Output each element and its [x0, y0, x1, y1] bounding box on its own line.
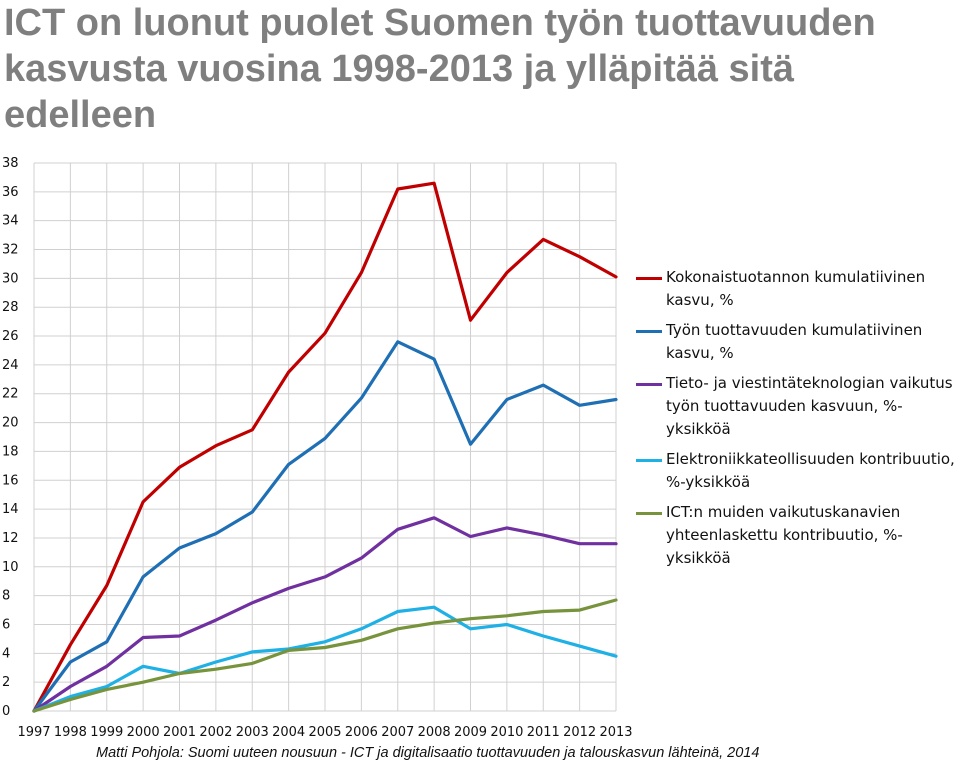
y-tick-label: 30: [2, 271, 19, 286]
legend-swatch: [636, 330, 662, 333]
series-line: [32, 605, 618, 713]
x-tick-label: 2000: [127, 725, 160, 740]
y-tick-label: 24: [2, 358, 19, 373]
x-tick-label: 2011: [527, 725, 560, 740]
series-line: [32, 181, 618, 713]
y-tick-label: 34: [2, 214, 19, 229]
x-tick-label: 2006: [345, 725, 378, 740]
x-tick-label: 2007: [381, 725, 414, 740]
x-tick-label: 2002: [199, 725, 232, 740]
x-tick-label: 2009: [454, 725, 487, 740]
legend-swatch: [636, 383, 662, 386]
y-tick-label: 0: [2, 704, 10, 719]
title-line-2: kasvusta vuosina 1998-2013 ja ylläpitää …: [4, 48, 795, 90]
y-tick-label: 8: [2, 589, 10, 604]
title-line-1: ICT on luonut puolet Suomen työn tuottav…: [4, 2, 876, 44]
y-tick-label: 36: [2, 185, 19, 200]
y-tick-label: 28: [2, 300, 19, 315]
series-2: [32, 340, 618, 713]
y-tick-label: 10: [2, 560, 19, 575]
x-tick-label: 1997: [17, 725, 50, 740]
y-tick-label: 12: [2, 531, 19, 546]
legend-label: Työn tuottavuuden kumulatiivinen kasvu, …: [666, 321, 923, 362]
legend-item-2: Työn tuottavuuden kumulatiivinen kasvu, …: [636, 319, 960, 365]
x-axis-ticks: 1997 1998 1999 2000 2001 2002 2003 2004 2005 2006…: [17, 725, 632, 740]
legend-label: Elektroniikkateollisuuden kontribuutio, …: [666, 450, 955, 491]
x-tick-label: 1999: [90, 725, 123, 740]
series-line: [32, 516, 618, 713]
title-line-3: edelleen: [4, 94, 157, 136]
legend-label: Tieto- ja viestintäteknologian vaikutus …: [666, 374, 953, 438]
chart-legend: Kokonaistuotannon kumulatiivinen kasvu, …: [636, 266, 960, 577]
legend-item-1: Kokonaistuotannon kumulatiivinen kasvu, …: [636, 266, 960, 312]
series-5: [32, 598, 618, 713]
page-title: ICT on luonut puolet Suomen työn tuottav…: [4, 0, 959, 138]
y-tick-label: 32: [2, 243, 19, 258]
x-tick-label: 1998: [54, 725, 87, 740]
y-tick-label: 22: [2, 387, 19, 402]
chart-series: [32, 181, 618, 713]
y-tick-label: 4: [2, 646, 10, 661]
x-tick-label: 2008: [418, 725, 451, 740]
x-tick-label: 2012: [563, 725, 596, 740]
series-line: [32, 340, 618, 713]
x-tick-label: 2005: [308, 725, 341, 740]
series-line: [32, 598, 618, 713]
x-tick-label: 2010: [490, 725, 523, 740]
y-tick-label: 6: [2, 617, 10, 632]
legend-item-5: ICT:n muiden vaikutuskanavien yhteenlask…: [636, 501, 960, 570]
legend-item-4: Elektroniikkateollisuuden kontribuutio, …: [636, 448, 960, 494]
x-tick-label: 2013: [599, 725, 632, 740]
legend-swatch: [636, 512, 662, 515]
x-tick-label: 2003: [236, 725, 269, 740]
legend-item-3: Tieto- ja viestintäteknologian vaikutus …: [636, 372, 960, 441]
y-tick-label: 18: [2, 444, 19, 459]
y-tick-label: 16: [2, 473, 19, 488]
legend-label: Kokonaistuotannon kumulatiivinen kasvu, …: [666, 268, 926, 309]
y-tick-label: 2: [2, 675, 10, 690]
chart-grid: [33, 162, 617, 712]
y-tick-label: 20: [2, 416, 19, 431]
source-caption: Matti Pohjola: Suomi uuteen nousuun - IC…: [96, 745, 760, 761]
y-tick-label: 14: [2, 502, 19, 517]
legend-swatch: [636, 277, 662, 280]
legend-swatch: [636, 459, 662, 462]
y-tick-label: 26: [2, 329, 19, 344]
y-tick-label: 38: [2, 156, 19, 171]
x-tick-label: 2001: [163, 725, 196, 740]
legend-label: ICT:n muiden vaikutuskanavien yhteenlask…: [666, 503, 903, 567]
x-tick-label: 2004: [272, 725, 305, 740]
